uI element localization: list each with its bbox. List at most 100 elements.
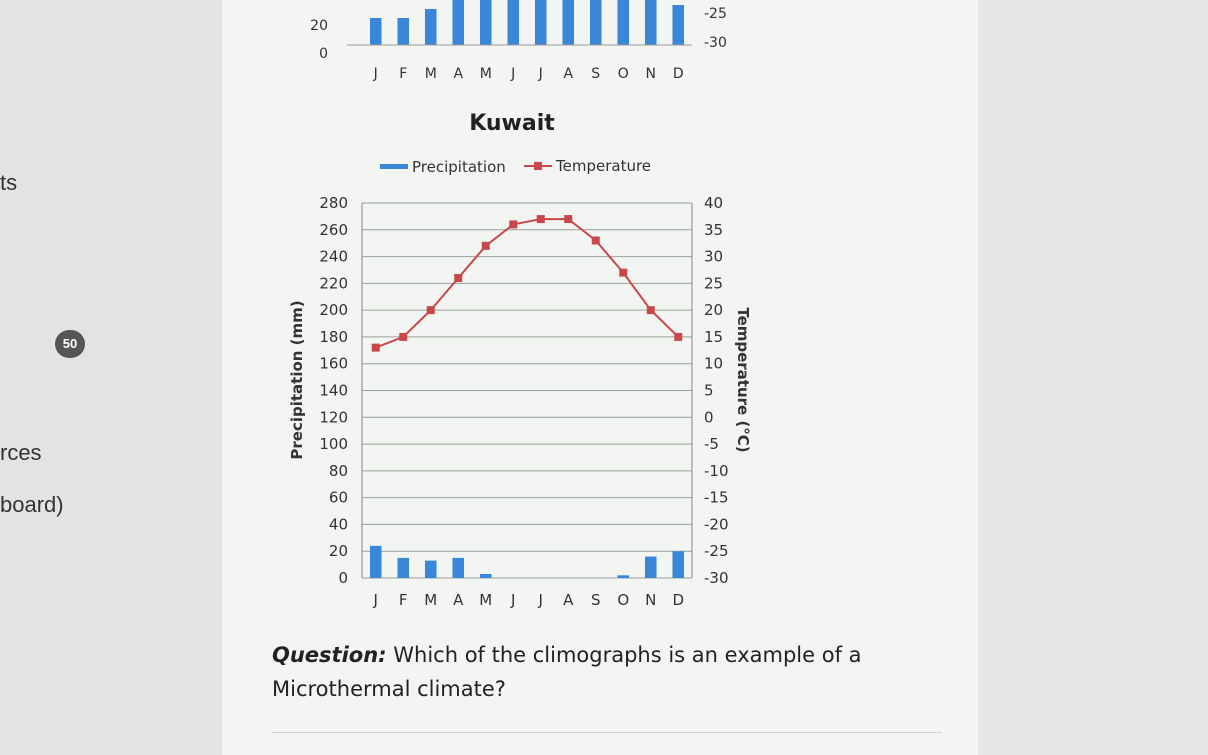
top-y2tick-minus25: -25 [704, 6, 727, 22]
top-y2tick-minus30: -30 [704, 35, 727, 51]
right-area [978, 0, 1208, 755]
top-bar [424, 9, 437, 45]
xtick-label: N [645, 591, 656, 609]
left-sidebar: ts 50 rces board) [0, 0, 222, 755]
xtick-label: J [538, 591, 543, 609]
y2-axis-label: Temperature (°C) [734, 307, 752, 452]
count-badge: 50 [55, 330, 85, 358]
y2tick-label: 10 [704, 355, 723, 373]
ytick-label: 20 [329, 542, 348, 560]
y2tick-label: -25 [704, 542, 729, 560]
temperature-point [509, 220, 518, 229]
xtick-label: F [399, 591, 408, 609]
y2tick-label: -15 [704, 489, 729, 507]
top-bar [617, 0, 630, 45]
top-month-label: D [673, 66, 684, 82]
y2tick-label: -5 [704, 435, 719, 453]
divider [272, 732, 942, 733]
precip-bar [369, 545, 382, 578]
temperature-point [426, 306, 435, 315]
temperature-point [646, 306, 655, 315]
temperature-point [371, 343, 380, 352]
ytick-label: 280 [319, 194, 348, 212]
temperature-point [591, 236, 600, 245]
top-bar [479, 0, 492, 45]
ytick-label: 260 [319, 221, 348, 239]
top-bar [397, 18, 410, 45]
y2tick-label: 5 [704, 382, 714, 400]
top-bar [452, 0, 465, 45]
top-bar [369, 18, 382, 45]
top-ytick-0: 0 [319, 46, 328, 62]
top-month-label: J [373, 66, 378, 82]
question-text: Question: Which of the climographs is an… [272, 638, 912, 706]
top-ytick-20: 20 [310, 18, 328, 34]
top-month-label: O [618, 66, 629, 82]
temperature-point [399, 332, 408, 341]
top-bar [507, 0, 520, 45]
sidebar-item-3[interactable]: board) [0, 492, 64, 517]
y2tick-label: 25 [704, 274, 723, 292]
precip-bar [397, 557, 410, 578]
legend: Precipitation Temperature [380, 157, 651, 176]
y2tick-label: -30 [704, 569, 729, 587]
temperature-point [481, 241, 490, 250]
top-month-label: S [591, 66, 600, 82]
top-bar [672, 5, 685, 45]
ytick-label: 220 [319, 274, 348, 292]
precip-bar [452, 557, 465, 578]
y2tick-label: 15 [704, 328, 723, 346]
y2tick-label: 20 [704, 301, 723, 319]
xtick-label: A [563, 591, 574, 609]
top-bar [562, 0, 575, 45]
top-month-label: J [510, 66, 515, 82]
top-bar [589, 0, 602, 45]
precip-bar [617, 575, 630, 578]
xtick-label: M [424, 591, 437, 609]
temperature-point [674, 332, 683, 341]
xtick-label: J [510, 591, 515, 609]
xtick-label: D [672, 591, 684, 609]
y-axis-label: Precipitation (mm) [288, 300, 306, 459]
ytick-label: 80 [329, 462, 348, 480]
ytick-label: 160 [319, 355, 348, 373]
temperature-point [564, 215, 573, 224]
ytick-label: 0 [338, 569, 348, 587]
precip-bar [479, 573, 492, 578]
top-month-label: A [453, 66, 463, 82]
precip-bar [644, 556, 657, 578]
sidebar-item-2[interactable]: rces [0, 440, 42, 465]
top-month-label: J [538, 66, 543, 82]
xtick-label: J [373, 591, 378, 609]
legend-temp-label: Temperature [555, 157, 651, 175]
xtick-label: A [453, 591, 464, 609]
top-month-label: F [399, 66, 407, 82]
ytick-label: 200 [319, 301, 348, 319]
y2tick-label: 40 [704, 194, 723, 212]
ytick-label: 240 [319, 248, 348, 266]
xtick-label: O [617, 591, 629, 609]
y2tick-label: 0 [704, 408, 714, 426]
y2tick-label: -10 [704, 462, 729, 480]
ytick-label: 140 [319, 382, 348, 400]
legend-precip-label: Precipitation [412, 158, 506, 176]
sidebar-item-1[interactable]: ts [0, 170, 18, 195]
kuwait-climograph: Kuwait Precipitation Temperature 0 20 40 60… [288, 111, 752, 609]
temperature-point [536, 215, 545, 224]
temperature-line [375, 218, 679, 349]
ytick-label: 180 [319, 328, 348, 346]
legend-precip-swatch [380, 164, 408, 169]
ytick-label: 100 [319, 435, 348, 453]
ytick-label: 60 [329, 489, 348, 507]
precip-bar [672, 551, 685, 578]
content-panel [222, 0, 979, 755]
y2tick-label: -20 [704, 515, 729, 533]
ytick-label: 40 [329, 515, 348, 533]
question-label: Question: [272, 643, 387, 667]
top-bar [644, 0, 657, 45]
temperature-point [619, 268, 628, 277]
xtick-label: S [591, 591, 601, 609]
precip-bar [424, 560, 437, 578]
xtick-label: M [479, 591, 492, 609]
